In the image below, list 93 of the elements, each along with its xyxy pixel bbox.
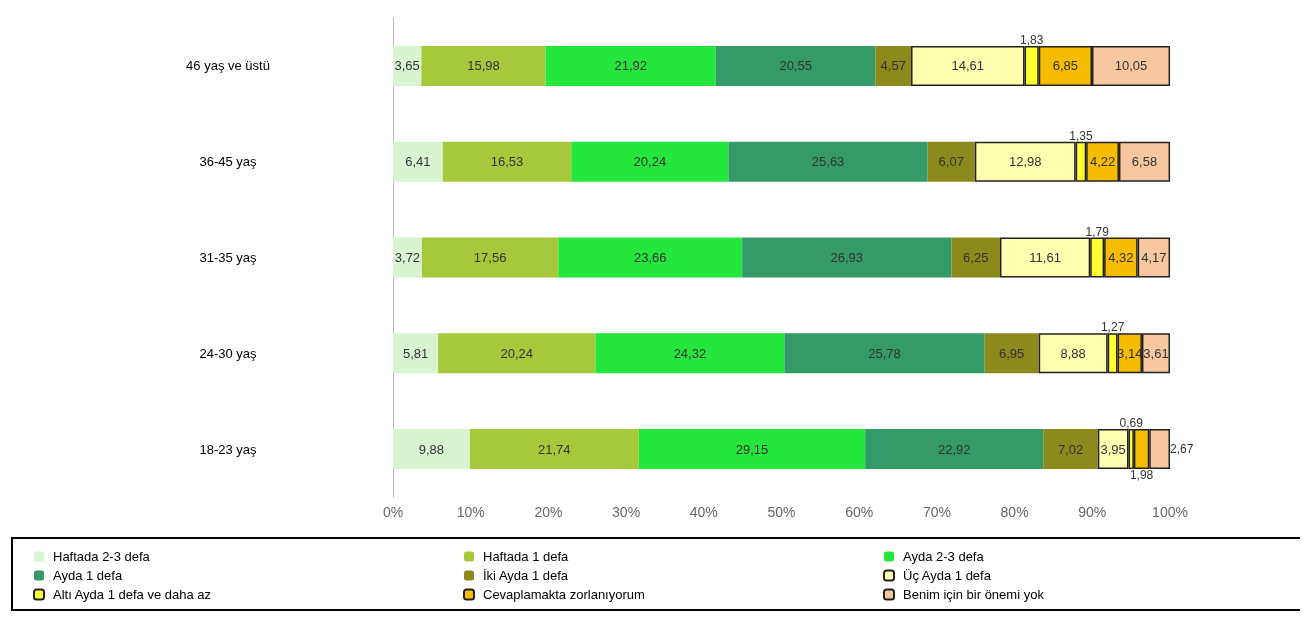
data-label: 6,85 [1052,58,1079,74]
data-label: 1,83 [1019,32,1044,47]
data-label: 3,65 [394,58,420,74]
data-label: 1,35 [1069,128,1093,143]
legend-label: Ayda 2-3 defa [903,549,985,564]
data-label: 11,61 [1029,250,1061,265]
data-label: 29,15 [735,441,769,457]
data-label: 21,92 [614,58,647,74]
data-label: 7,02 [1057,441,1084,457]
data-label: 8,88 [1060,345,1086,361]
data-label: 1,79 [1085,224,1110,239]
data-label: 20,55 [779,58,812,74]
bar [393,333,439,374]
bar [728,141,928,182]
bar [984,333,1039,374]
bar [784,333,985,374]
bar [421,45,546,86]
bar [393,237,422,278]
bar [421,237,559,278]
bar [742,237,952,278]
data-label: 20,24 [500,345,534,361]
data-label: 6,25 [963,250,989,265]
legend-label: Ayda 1 defa [53,568,123,583]
data-label: 12,98 [1008,154,1042,170]
data-label: 23,66 [633,250,667,265]
data-label: 16,53 [490,154,524,170]
data-label: 9,88 [418,441,445,457]
x-tick-label: 90% [1078,504,1107,520]
data-label: 25,78 [868,345,901,361]
x-tick-label: 100% [1152,504,1188,520]
data-label: 2,67 [1170,442,1194,457]
y-tick-label: 31-35 yaş [199,250,258,265]
data-label: 17,56 [473,250,507,265]
bar [438,333,596,374]
data-label: 6,41 [405,154,431,170]
legend-label: Üç Ayda 1 defa [903,568,992,583]
y-tick-label: 18-23 yaş [199,441,258,457]
data-label: 0,69 [1119,416,1144,431]
data-label: 26,93 [830,250,864,265]
x-tick-label: 60% [845,504,874,520]
x-tick-label: 10% [456,504,485,520]
data-label: 3,95 [1100,441,1126,457]
data-label: 4,17 [1141,250,1167,265]
bar [927,141,975,182]
bar [545,45,716,86]
legend-label: İki Ayda 1 defa [483,568,569,583]
legend-label: Benim için bir önemi yok [903,587,1045,602]
bar [571,141,729,182]
bar [715,45,876,86]
bar [595,333,785,374]
data-label: 3,72 [394,250,421,265]
bar [865,429,1044,470]
data-label: 10,05 [1114,58,1148,74]
bar [638,429,866,470]
legend-label: Haftada 2-3 defa [53,549,151,564]
data-label: 25,63 [811,154,845,170]
data-label: 1,27 [1100,320,1125,335]
x-tick-label: 40% [689,504,718,520]
data-label: 5,81 [402,345,429,361]
bar [393,141,443,182]
data-label: 20,24 [633,154,667,170]
x-tick-label: 0% [382,504,404,520]
data-label: 6,07 [938,154,964,170]
x-tick-label: 20% [534,504,563,520]
x-tick-label: 80% [1000,504,1029,520]
data-label: 15,98 [467,58,500,74]
x-tick-label: 50% [767,504,796,520]
data-label: 22,92 [937,441,971,457]
bar [393,429,470,470]
data-label: 4,22 [1089,154,1116,170]
bar [442,141,572,182]
x-tick-label: 30% [612,504,641,520]
bar [558,237,743,278]
data-label: 1,98 [1129,468,1154,483]
data-label: 4,57 [880,58,906,74]
bar [875,45,912,86]
legend-label: Cevaplamakta zorlanıyorum [483,587,645,602]
legend-label: Haftada 1 defa [483,549,570,564]
x-tick-label: 70% [922,504,951,520]
legend-label: Altı Ayda 1 defa ve daha az [53,587,212,602]
y-tick-label: 46 yaş ve üstü [186,58,270,74]
bar [1043,429,1098,470]
y-tick-label: 24-30 yaş [199,345,258,361]
data-label: 6,95 [999,345,1025,361]
bar [469,429,639,470]
data-label: 24,32 [673,345,707,361]
data-label: 14,61 [951,58,985,74]
data-label: 6,58 [1131,154,1158,170]
y-tick-label: 36-45 yaş [199,154,258,170]
data-label: 3,61 [1143,345,1169,361]
data-label: 21,74 [537,441,571,457]
bar [951,237,1000,278]
data-label: 4,32 [1108,250,1134,265]
